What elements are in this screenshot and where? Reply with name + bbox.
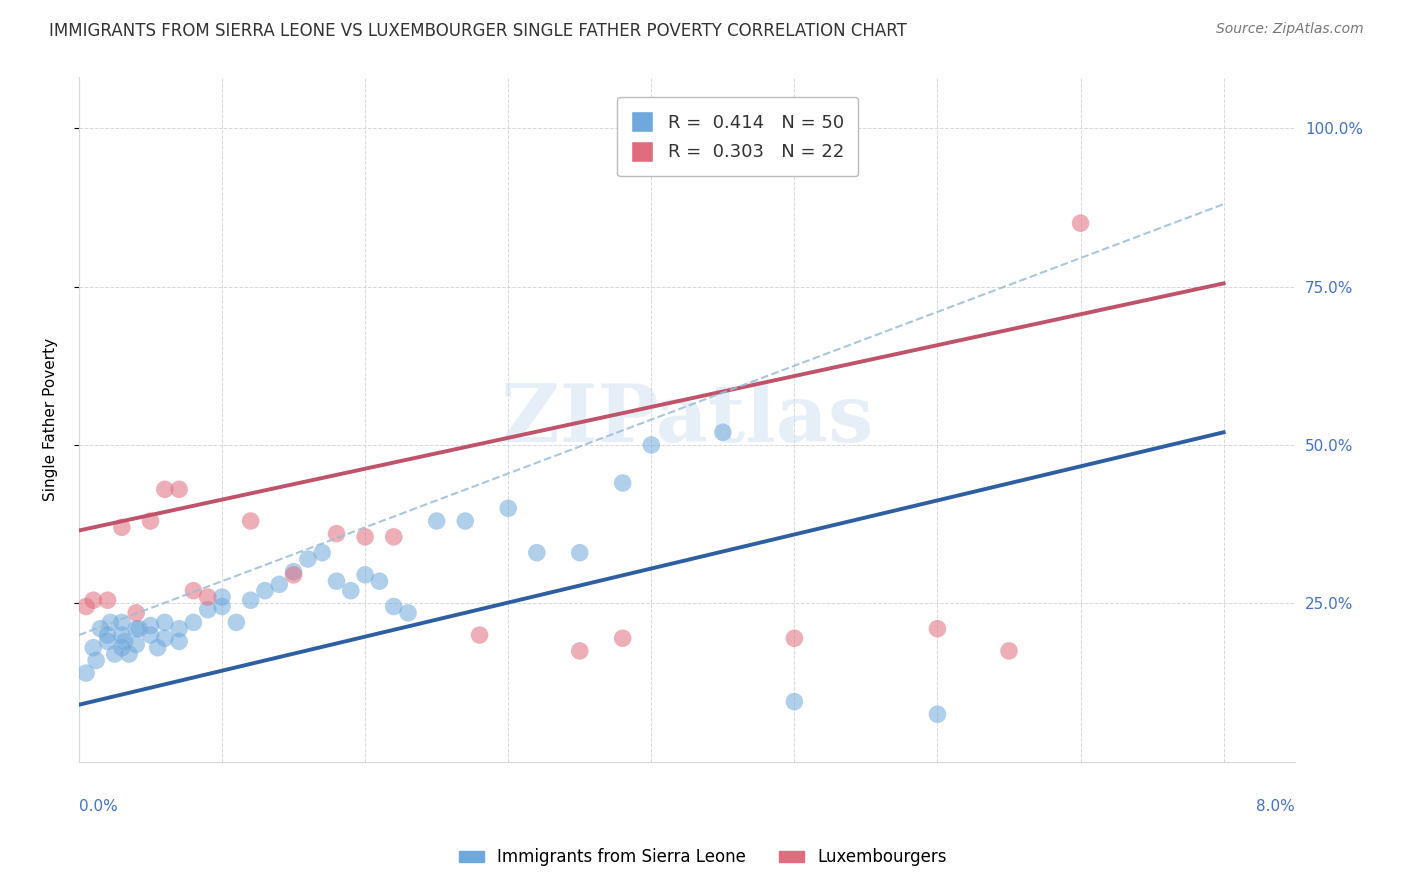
Point <box>354 530 377 544</box>
Point <box>368 574 391 589</box>
Point <box>711 425 734 440</box>
Point <box>239 514 262 528</box>
Text: 0.0%: 0.0% <box>79 799 118 814</box>
Point <box>468 628 491 642</box>
Point <box>426 514 449 528</box>
Point <box>197 603 219 617</box>
Point <box>167 634 190 648</box>
Point <box>183 615 205 630</box>
Point <box>783 631 806 645</box>
Point <box>82 593 104 607</box>
Point <box>97 628 120 642</box>
Point <box>167 483 190 497</box>
Point <box>111 640 134 655</box>
Point <box>269 577 291 591</box>
Point <box>382 530 405 544</box>
Point <box>783 695 806 709</box>
Point <box>197 590 219 604</box>
Point <box>111 520 134 534</box>
Point <box>114 634 136 648</box>
Legend: R =  0.414   N = 50, R =  0.303   N = 22: R = 0.414 N = 50, R = 0.303 N = 22 <box>617 96 858 177</box>
Point <box>526 546 548 560</box>
Point <box>568 546 591 560</box>
Point <box>89 622 111 636</box>
Point <box>311 546 333 560</box>
Point <box>125 638 148 652</box>
Point <box>139 514 162 528</box>
Point <box>325 526 347 541</box>
Point <box>128 622 150 636</box>
Point <box>325 574 347 589</box>
Point <box>612 631 634 645</box>
Point <box>153 615 176 630</box>
Point <box>125 622 148 636</box>
Point <box>111 628 134 642</box>
Point <box>97 593 120 607</box>
Point <box>340 583 363 598</box>
Text: 8.0%: 8.0% <box>1257 799 1295 814</box>
Point <box>354 567 377 582</box>
Point <box>283 565 305 579</box>
Point <box>146 640 169 655</box>
Point <box>612 475 634 490</box>
Point <box>125 606 148 620</box>
Point <box>225 615 247 630</box>
Point <box>183 583 205 598</box>
Point <box>927 707 949 722</box>
Point <box>118 647 141 661</box>
Point <box>382 599 405 614</box>
Legend: Immigrants from Sierra Leone, Luxembourgers: Immigrants from Sierra Leone, Luxembourg… <box>453 842 953 873</box>
Point <box>100 615 122 630</box>
Point <box>104 647 127 661</box>
Point <box>211 590 233 604</box>
Point <box>153 483 176 497</box>
Point <box>927 622 949 636</box>
Y-axis label: Single Father Poverty: Single Father Poverty <box>44 338 58 501</box>
Text: ZIPatlas: ZIPatlas <box>501 381 873 458</box>
Point <box>297 552 319 566</box>
Point <box>153 631 176 645</box>
Point <box>640 438 662 452</box>
Point <box>454 514 477 528</box>
Text: IMMIGRANTS FROM SIERRA LEONE VS LUXEMBOURGER SINGLE FATHER POVERTY CORRELATION C: IMMIGRANTS FROM SIERRA LEONE VS LUXEMBOU… <box>49 22 907 40</box>
Point <box>167 622 190 636</box>
Point <box>82 640 104 655</box>
Point <box>239 593 262 607</box>
Point <box>283 567 305 582</box>
Point <box>84 653 107 667</box>
Point <box>75 599 97 614</box>
Point <box>75 666 97 681</box>
Point <box>253 583 276 598</box>
Point <box>998 644 1021 658</box>
Point <box>139 628 162 642</box>
Point <box>211 599 233 614</box>
Point <box>111 615 134 630</box>
Point <box>396 606 419 620</box>
Point <box>1070 216 1092 230</box>
Point <box>97 634 120 648</box>
Point <box>496 501 519 516</box>
Point <box>568 644 591 658</box>
Point <box>139 618 162 632</box>
Text: Source: ZipAtlas.com: Source: ZipAtlas.com <box>1216 22 1364 37</box>
